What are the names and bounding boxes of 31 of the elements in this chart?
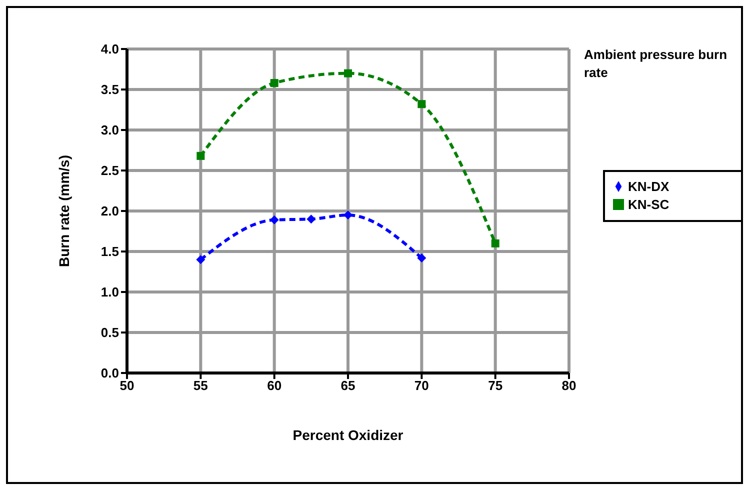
y-tick-label: 3.0 <box>100 122 119 138</box>
point <box>491 239 500 248</box>
x-axis-title: Percent Oxidizer <box>292 427 404 443</box>
point <box>196 255 206 264</box>
point <box>270 79 278 88</box>
y-tick-label: 2.0 <box>100 204 119 219</box>
y-tick-label: 1.0 <box>100 284 119 300</box>
point <box>270 215 279 224</box>
point <box>196 152 205 160</box>
point <box>344 69 352 78</box>
x-tick-label: 70 <box>414 378 429 394</box>
x-tick-label: 80 <box>562 378 576 394</box>
legend-label: KN-DX <box>628 179 670 194</box>
y-tick-label: 2.5 <box>100 163 119 178</box>
y-axis-title: Burn rate (mm/s) <box>56 154 72 268</box>
y-tick-label: 4.0 <box>100 42 119 57</box>
point <box>418 100 426 108</box>
y-tick-label: 0.5 <box>100 325 119 340</box>
y-tick-label: 3.5 <box>100 82 119 98</box>
x-tick-label: 55 <box>193 378 208 394</box>
x-tick-label: 65 <box>340 378 356 394</box>
x-tick-label: 75 <box>488 378 503 394</box>
x-tick-label: 60 <box>267 378 282 394</box>
x-tick-label: 50 <box>120 378 134 394</box>
legend-label: KN-SC <box>628 197 670 212</box>
point <box>306 214 316 224</box>
y-tick-label: 0.0 <box>100 366 119 381</box>
y-tick-label: 1.5 <box>100 244 119 260</box>
point <box>417 253 426 262</box>
text: Ambient pressure burn rate <box>584 46 728 82</box>
point <box>344 210 352 220</box>
